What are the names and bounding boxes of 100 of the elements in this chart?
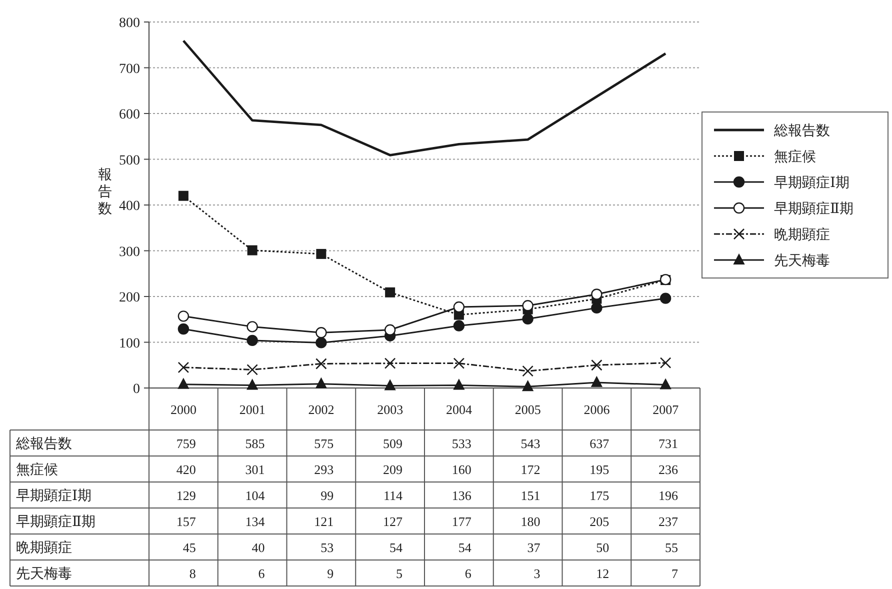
point [246,334,258,346]
point [178,378,189,389]
legend-label: 早期顕症Ⅰ期 [774,175,850,191]
text: 無症候 [16,463,58,478]
data-label: 301 [245,462,265,477]
point [178,362,190,374]
data-label: 5 [396,566,402,581]
y-tick-label: 700 [119,62,140,77]
data-label: 136 [452,488,472,503]
y-tick-label: 200 [119,290,140,306]
data-label: 209 [383,462,402,477]
x-tick-label: 2003 [377,402,404,417]
y-tick-label: 100 [119,336,140,352]
data-label: 7 [672,566,678,581]
x-tick-label: 2000 [170,402,196,417]
data-label: 45 [182,540,196,555]
data-label: 129 [176,488,196,503]
legend-label: 先天梅毒 [774,253,830,269]
data-label: 293 [314,462,334,477]
point [522,365,534,377]
point [384,380,396,390]
text: 早期顕症Ⅰ期 [16,489,92,504]
data-label: 54 [458,540,472,555]
point [660,292,672,304]
data-label: 731 [658,436,678,451]
point [522,380,534,392]
legend-label: 早期顕症Ⅱ期 [774,201,854,217]
x-tick-label: 2001 [239,402,266,417]
point [522,300,534,312]
point [591,288,602,300]
data-label: 637 [590,436,610,451]
data-label: 533 [452,436,472,451]
y-tick-label: 0 [133,382,140,397]
data-label: 50 [596,540,610,555]
data-label: 160 [452,462,472,477]
point [316,337,327,348]
data-label: 180 [520,514,540,529]
y-tick-label: 500 [119,153,140,168]
data-label: 9 [327,566,334,581]
data-label: 172 [520,462,540,477]
data-label: 99 [320,488,334,503]
text: 晩期顕症 [16,541,72,556]
data-label: 127 [383,514,403,529]
data-label: 114 [383,488,403,503]
x-tick-label: 2002 [308,402,334,417]
point [522,313,534,325]
point [178,190,188,201]
y-tick-label: 400 [119,199,140,214]
x-tick-label: 2006 [584,402,610,417]
y-axis-title: 報告数 [98,167,112,217]
point [453,358,465,369]
data-label: 237 [658,514,678,529]
text: 早期顕症Ⅱ期 [16,515,96,530]
data-label: 151 [520,488,540,503]
data-label: 175 [590,488,610,503]
data-label: 420 [176,462,196,477]
point [247,245,258,256]
data-label: 104 [245,488,266,503]
point [591,376,602,388]
data-label: 585 [245,436,265,451]
data-label: 6 [464,566,472,581]
point [384,324,396,336]
data-label: 157 [176,514,196,529]
data-label: 8 [189,566,196,581]
data-label: 121 [314,514,334,529]
data-label: 236 [658,462,678,477]
data-label: 509 [383,436,402,451]
point [316,358,327,370]
x-tick-label: 2005 [514,402,541,417]
point [246,321,258,332]
data-label: 195 [590,462,610,477]
data-label: 205 [590,514,610,529]
point [660,357,672,368]
data-label: 134 [245,514,266,529]
data-label: 543 [520,436,540,451]
y-tick-label: 300 [119,244,140,260]
point [316,248,326,259]
point [316,327,327,338]
data-label: 37 [527,540,541,555]
point [453,379,464,390]
data-label: 54 [390,540,403,555]
data-label: 55 [665,540,678,555]
data-label: 6 [258,566,266,581]
x-tick-label: 2004 [446,402,472,417]
y-tick-label: 800 [119,16,140,31]
point [178,323,190,335]
point [660,378,672,390]
text: 先天梅毒 [16,567,72,582]
point [316,378,327,388]
point [246,379,258,390]
x-tick-label: 2007 [652,402,680,417]
point [591,359,602,371]
data-label: 759 [176,436,196,451]
point [178,310,190,322]
point [384,358,396,369]
data-label: 53 [320,540,334,555]
data-label: 3 [534,566,540,581]
data-label: 12 [596,566,610,581]
data-label: 575 [314,436,334,451]
point [385,287,396,298]
